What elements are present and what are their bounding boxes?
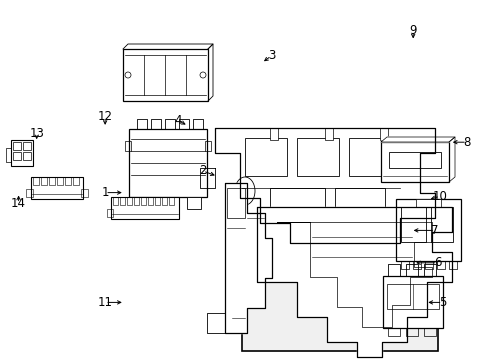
Bar <box>325 128 332 140</box>
Bar <box>430 207 452 242</box>
Polygon shape <box>224 183 271 333</box>
Bar <box>81 189 88 197</box>
Text: 1: 1 <box>101 186 109 199</box>
Text: 13: 13 <box>29 127 44 140</box>
Bar <box>120 197 125 205</box>
Bar <box>148 197 153 205</box>
Bar <box>242 214 437 351</box>
Bar <box>31 177 83 199</box>
Bar <box>226 188 244 218</box>
Bar <box>11 140 33 166</box>
Bar <box>23 152 31 160</box>
Bar <box>415 199 440 207</box>
Bar <box>269 188 325 213</box>
Bar <box>129 129 206 197</box>
Bar <box>386 284 438 309</box>
Bar <box>127 197 132 205</box>
Bar <box>379 128 387 140</box>
Bar <box>296 138 338 176</box>
Bar <box>400 207 425 242</box>
Bar <box>204 141 210 151</box>
Text: 5: 5 <box>438 296 446 309</box>
Bar <box>26 189 33 197</box>
Bar <box>387 328 399 336</box>
Text: 6: 6 <box>433 256 441 269</box>
Polygon shape <box>380 137 454 142</box>
Bar <box>13 152 21 160</box>
Text: 2: 2 <box>199 165 206 177</box>
Bar <box>334 188 384 213</box>
Bar <box>23 142 31 150</box>
Text: 10: 10 <box>432 190 447 203</box>
Bar <box>169 197 174 205</box>
Bar <box>382 276 442 328</box>
Text: 8: 8 <box>462 136 470 149</box>
Bar <box>141 197 146 205</box>
Bar <box>49 177 55 185</box>
Polygon shape <box>257 207 451 357</box>
Bar <box>57 177 63 185</box>
Bar <box>13 142 21 150</box>
Bar <box>400 138 442 176</box>
Bar <box>244 138 286 176</box>
Text: 12: 12 <box>98 111 112 123</box>
Bar <box>123 49 207 101</box>
Bar <box>269 128 278 140</box>
Bar <box>405 328 417 336</box>
Text: 11: 11 <box>98 296 112 309</box>
Bar <box>186 197 201 209</box>
Bar <box>162 197 167 205</box>
Bar <box>423 328 435 336</box>
Bar <box>41 177 47 185</box>
Text: 3: 3 <box>267 49 275 62</box>
Polygon shape <box>215 128 434 243</box>
Bar <box>107 209 113 217</box>
Bar <box>395 199 460 261</box>
Bar <box>65 177 71 185</box>
Bar <box>134 197 139 205</box>
Text: 7: 7 <box>430 224 438 237</box>
Bar <box>125 141 131 151</box>
Bar <box>131 197 145 209</box>
Bar <box>33 177 39 185</box>
Bar <box>113 197 118 205</box>
Text: 14: 14 <box>11 197 26 210</box>
Bar <box>388 152 440 168</box>
Bar <box>73 177 79 185</box>
Text: 9: 9 <box>408 24 416 37</box>
Bar <box>111 197 179 219</box>
Bar <box>380 142 448 182</box>
Text: 4: 4 <box>174 114 182 127</box>
Bar <box>159 197 177 209</box>
Bar <box>155 197 160 205</box>
Bar <box>348 138 390 176</box>
